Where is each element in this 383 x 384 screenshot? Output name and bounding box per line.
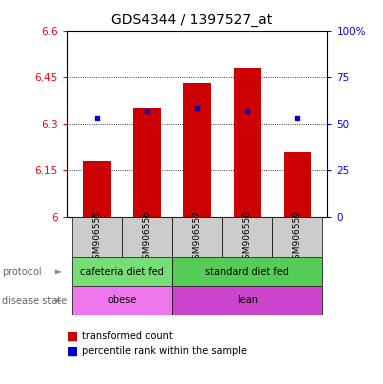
Bar	[172, 217, 222, 257]
Text: GSM906556: GSM906556	[142, 210, 152, 265]
Text: lean: lean	[237, 295, 258, 306]
Bar	[122, 217, 172, 257]
Text: GSM906558: GSM906558	[243, 210, 252, 265]
Bar	[72, 217, 122, 257]
Text: GDS4344 / 1397527_at: GDS4344 / 1397527_at	[111, 13, 272, 27]
Text: GSM906557: GSM906557	[193, 210, 202, 265]
Bar	[133, 108, 161, 217]
Bar	[234, 68, 261, 217]
Text: standard diet fed: standard diet fed	[205, 266, 289, 277]
Text: protocol: protocol	[2, 267, 41, 277]
Text: cafeteria diet fed: cafeteria diet fed	[80, 266, 164, 277]
Bar	[183, 83, 211, 217]
Bar	[272, 217, 322, 257]
Bar	[83, 161, 111, 217]
Text: GSM906555: GSM906555	[93, 210, 101, 265]
Bar	[222, 217, 272, 257]
Text: GSM906559: GSM906559	[293, 210, 302, 265]
Bar	[72, 257, 172, 286]
Bar	[172, 257, 322, 286]
Text: ■: ■	[67, 345, 78, 358]
Bar	[72, 286, 172, 315]
Text: percentile rank within the sample: percentile rank within the sample	[82, 346, 247, 356]
Text: ■: ■	[67, 329, 78, 343]
Text: disease state: disease state	[2, 296, 67, 306]
Text: transformed count: transformed count	[82, 331, 173, 341]
Bar	[172, 286, 322, 315]
Text: obese: obese	[108, 295, 137, 306]
Bar	[284, 152, 311, 217]
